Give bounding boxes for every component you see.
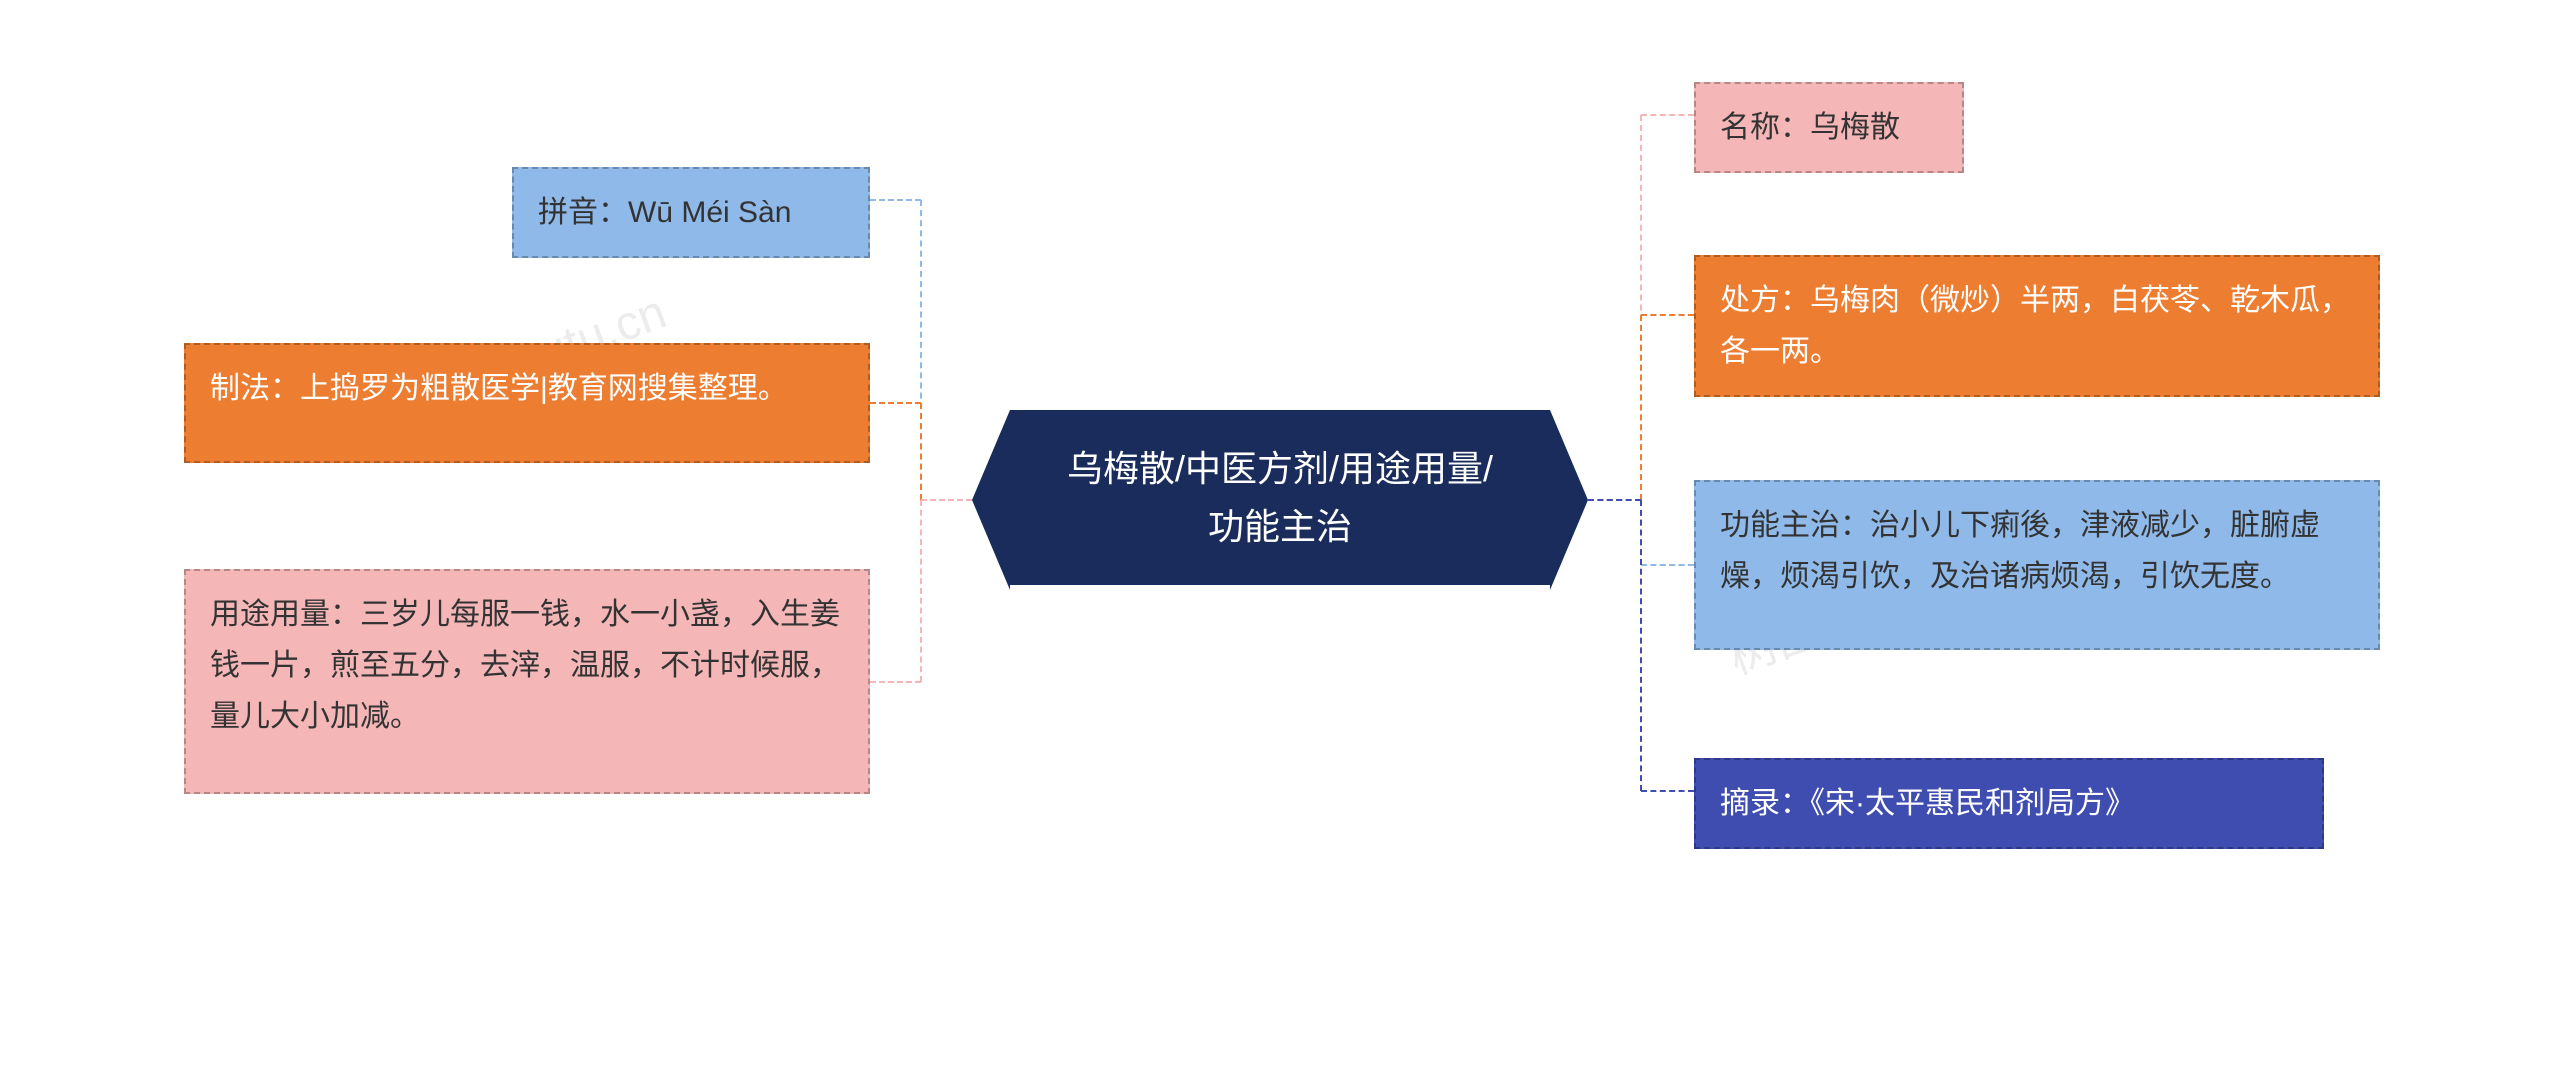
- right-node-chufang: 处方：乌梅肉（微炒）半两，白茯苓、乾木瓜，各一两。: [1694, 255, 2380, 397]
- right-node-gongneng: 功能主治：治小儿下痢後，津液减少，脏腑虚燥，烦渴引饮，及治诸病烦渴，引饮无度。: [1694, 480, 2380, 650]
- left-node-yongtu: 用途用量：三岁儿每服一钱，水一小盏，入生姜钱一片，煎至五分，去滓，温服，不计时候…: [184, 569, 870, 794]
- center-node-label: 乌梅散/中医方剂/用途用量/功能主治: [1067, 448, 1493, 547]
- left-node-label: 制法：上捣罗为粗散医学|教育网搜集整理。: [210, 372, 788, 405]
- right-node-label: 功能主治：治小儿下痢後，津液减少，脏腑虚燥，烦渴引饮，及治诸病烦渴，引饮无度。: [1720, 509, 2320, 593]
- center-node: 乌梅散/中医方剂/用途用量/功能主治: [1010, 410, 1550, 585]
- connector: [1588, 499, 1641, 501]
- connector: [1641, 314, 1694, 316]
- connector: [870, 681, 921, 683]
- connector: [1641, 564, 1694, 566]
- right-node-zhailu: 摘录：《宋·太平惠民和剂局方》: [1694, 758, 2324, 849]
- right-node-label: 处方：乌梅肉（微炒）半两，白茯苓、乾木瓜，各一两。: [1720, 284, 2350, 368]
- right-node-mingcheng: 名称：乌梅散: [1694, 82, 1964, 173]
- connector: [1641, 114, 1694, 116]
- connector: [1640, 315, 1642, 500]
- connector: [1640, 500, 1642, 791]
- right-node-label: 名称：乌梅散: [1720, 111, 1900, 144]
- left-node-label: 拼音：Wū Méi Sàn: [538, 196, 791, 229]
- connector: [921, 499, 972, 501]
- left-node-zhifa: 制法：上捣罗为粗散医学|教育网搜集整理。: [184, 343, 870, 463]
- connector: [920, 500, 922, 682]
- connector: [1641, 790, 1694, 792]
- left-node-pinyin: 拼音：Wū Méi Sàn: [512, 167, 870, 258]
- left-node-label: 用途用量：三岁儿每服一钱，水一小盏，入生姜钱一片，煎至五分，去滓，温服，不计时候…: [210, 598, 840, 733]
- connector: [920, 403, 922, 500]
- connector: [870, 199, 921, 201]
- connector: [870, 402, 921, 404]
- right-node-label: 摘录：《宋·太平惠民和剂局方》: [1720, 787, 2135, 820]
